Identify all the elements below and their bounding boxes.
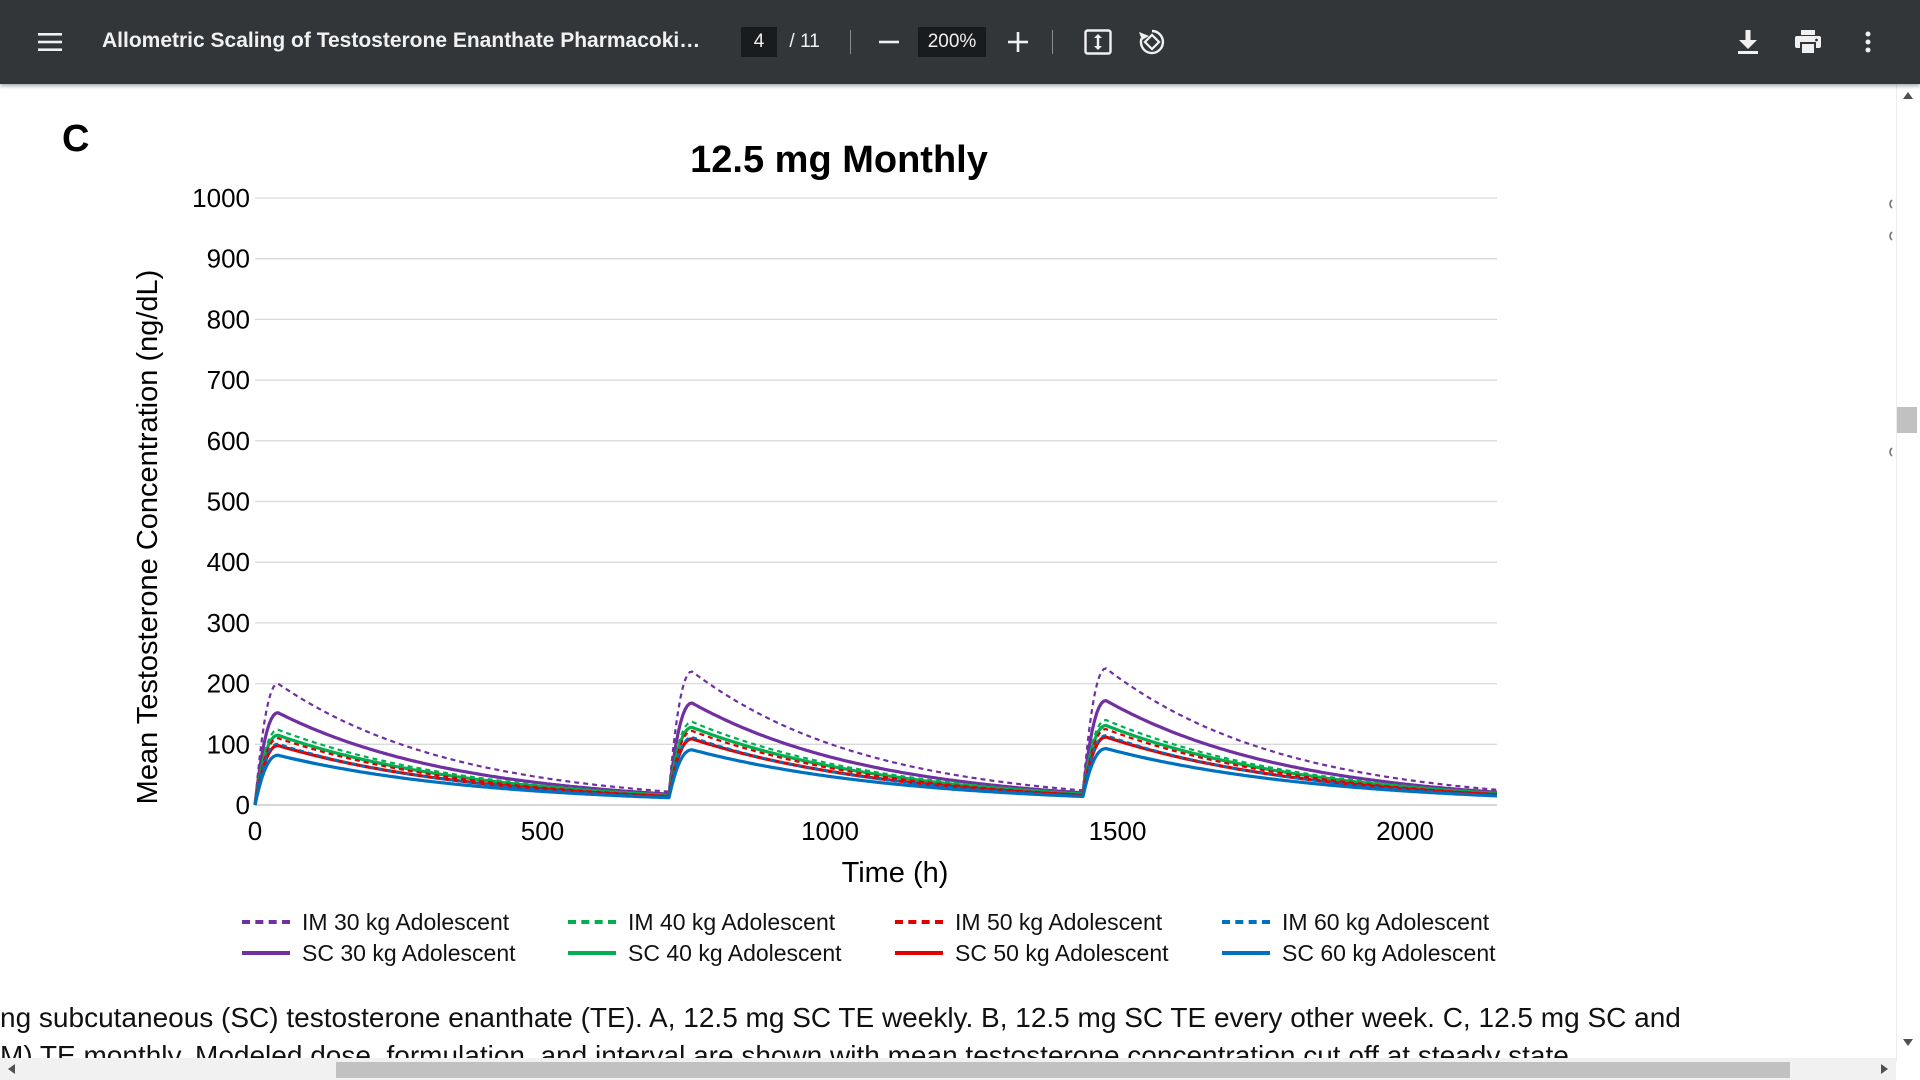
y-tick-label: 1000 — [192, 183, 250, 213]
legend-item: SC 50 kg Adolescent — [895, 938, 1169, 968]
more-actions-button[interactable] — [1844, 18, 1892, 66]
page-number-input[interactable]: 4 — [741, 27, 777, 57]
scroll-down-arrow-icon[interactable] — [1900, 1034, 1916, 1050]
scroll-left-arrow-icon[interactable] — [4, 1061, 20, 1077]
legend-item: SC 30 kg Adolescent — [242, 938, 516, 968]
legend-label: SC 60 kg Adolescent — [1282, 939, 1496, 966]
more-vert-icon — [1865, 31, 1871, 53]
rotate-button[interactable] — [1128, 20, 1176, 64]
series-line-im-30-kg-adolescent — [253, 667, 1498, 806]
fit-page-icon — [1084, 29, 1112, 55]
download-icon — [1738, 30, 1758, 54]
rotate-icon — [1139, 29, 1165, 55]
legend-item: IM 60 kg Adolescent — [1222, 907, 1489, 937]
legend-label: SC 50 kg Adolescent — [955, 939, 1169, 966]
minus-icon — [879, 40, 899, 44]
toolbar-divider — [1052, 30, 1053, 54]
series-line-sc-30-kg-adolescent — [253, 698, 1498, 806]
legend-swatch — [1222, 920, 1270, 924]
legend-item: IM 40 kg Adolescent — [568, 907, 835, 937]
pk-line-chart: 12.5 mg Monthly Mean Testosterone Concen… — [132, 139, 1498, 889]
legend-swatch — [568, 951, 616, 955]
figure-caption-line-1: ng subcutaneous (SC) testosterone enanth… — [0, 1002, 1681, 1033]
legend-item: IM 50 kg Adolescent — [895, 907, 1162, 937]
tick-labels: 0 100 200 300 400 500 600 700 800 900 1000 0 500 1000… — [192, 183, 1434, 846]
y-tick-label: 200 — [207, 669, 250, 699]
legend-swatch — [1222, 951, 1270, 955]
y-tick-label: 700 — [207, 365, 250, 395]
x-tick-label: 2000 — [1376, 816, 1434, 846]
y-tick-label: 500 — [207, 487, 250, 517]
x-tick-label: 0 — [248, 816, 262, 846]
legend-label: IM 30 kg Adolescent — [302, 908, 510, 935]
series-line-im-40-kg-adolescent — [253, 718, 1498, 806]
legend-label: IM 50 kg Adolescent — [955, 908, 1163, 935]
page-total: 11 — [800, 31, 820, 52]
x-tick-label: 500 — [521, 816, 564, 846]
chart-title: 12.5 mg Monthly — [690, 139, 988, 181]
gridlines — [255, 197, 1497, 806]
legend-swatch — [568, 920, 616, 924]
x-tick-label: 1000 — [801, 816, 859, 846]
download-button[interactable] — [1724, 18, 1772, 66]
x-tick-label: 1500 — [1089, 816, 1147, 846]
series-lines — [253, 667, 1498, 806]
vertical-scrollbar-thumb[interactable] — [1897, 407, 1917, 433]
series-line-sc-40-kg-adolescent — [253, 723, 1498, 806]
menu-button[interactable] — [26, 18, 74, 66]
pdf-toolbar: Allometric Scaling of Testosterone Enant… — [0, 0, 1920, 84]
plus-icon — [1008, 32, 1028, 52]
y-tick-label: 800 — [207, 304, 250, 334]
y-axis-label: Mean Testosterone Concentration (ng/dL) — [132, 270, 164, 805]
menu-icon — [38, 33, 62, 51]
vertical-scrollbar[interactable] — [1896, 84, 1920, 1062]
print-button[interactable] — [1784, 18, 1832, 66]
panel-letter: C — [62, 118, 90, 160]
horizontal-scrollbar-thumb[interactable] — [336, 1062, 1790, 1078]
zoom-out-button[interactable] — [867, 20, 911, 64]
y-tick-label: 400 — [207, 547, 250, 577]
zoom-in-button[interactable] — [996, 20, 1040, 64]
fit-to-page-button[interactable] — [1074, 20, 1122, 64]
toolbar-divider — [850, 30, 851, 54]
x-axis-label: Time (h) — [842, 857, 949, 889]
legend-label: SC 30 kg Adolescent — [302, 939, 516, 966]
legend-item: SC 40 kg Adolescent — [568, 938, 842, 968]
y-tick-label: 100 — [207, 729, 250, 759]
zoom-level-input[interactable]: 200% — [918, 27, 986, 57]
y-tick-label: 0 — [236, 790, 250, 820]
series-line-sc-60-kg-adolescent — [253, 746, 1498, 806]
series-line-im-50-kg-adolescent — [253, 727, 1498, 806]
legend-swatch — [242, 951, 290, 955]
legend-swatch — [895, 951, 943, 955]
legend-swatch — [895, 920, 943, 924]
scroll-right-arrow-icon[interactable] — [1876, 1061, 1892, 1077]
y-tick-label: 600 — [207, 426, 250, 456]
page-separator: / — [789, 31, 795, 52]
y-tick-label: 900 — [207, 244, 250, 274]
y-tick-label: 300 — [207, 608, 250, 638]
scroll-up-arrow-icon[interactable] — [1900, 88, 1916, 104]
legend-item: IM 30 kg Adolescent — [242, 907, 509, 937]
print-icon — [1795, 30, 1821, 54]
document-title: Allometric Scaling of Testosterone Enant… — [102, 29, 712, 52]
series-line-im-60-kg-adolescent — [253, 734, 1498, 806]
legend-item: SC 60 kg Adolescent — [1222, 938, 1496, 968]
legend-label: IM 40 kg Adolescent — [628, 908, 836, 935]
adjacent-page-edge — [1889, 199, 1893, 457]
legend-label: IM 60 kg Adolescent — [1282, 908, 1490, 935]
legend-swatch — [242, 920, 290, 924]
legend-label: SC 40 kg Adolescent — [628, 939, 842, 966]
